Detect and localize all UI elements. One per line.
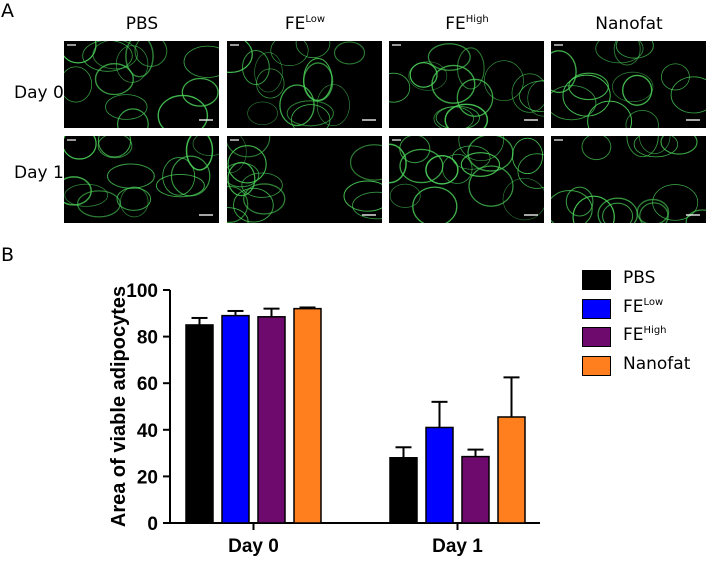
- micrograph-nanofat-day-1: [551, 136, 706, 223]
- micrograph-pbs-day-0: [64, 41, 219, 128]
- bar-fe-low-day-1: [425, 426, 454, 524]
- legend-swatch-fe-high: [582, 327, 611, 347]
- y-tick-label-0: 0: [147, 514, 158, 535]
- panel-a-letter: A: [1, 0, 14, 22]
- legend-label-pbs: PBS: [623, 268, 656, 288]
- micrograph-fe-low-day-0: [227, 41, 382, 128]
- column-label-nanofat: Nanofat: [595, 14, 663, 34]
- column-label-fe-high: FEHigh: [445, 14, 489, 34]
- micrograph-nanofat-day-0: [551, 41, 706, 128]
- micrograph-fe-high-day-1: [389, 136, 544, 223]
- y-tick-label-100: 100: [126, 281, 158, 302]
- x-tick-label-day-1: Day 1: [432, 536, 483, 557]
- legend-label-fe-high: FEHigh: [623, 325, 667, 345]
- y-tick-label-80: 80: [137, 328, 158, 349]
- bar-fe-low-day-0: [221, 314, 250, 524]
- legend-label-fe-low: FELow: [623, 296, 664, 317]
- legend-swatch-pbs: [582, 270, 611, 290]
- y-tick-label-40: 40: [137, 421, 158, 442]
- column-label-fe-low: FELow: [284, 14, 326, 34]
- bar-nanofat-day-0: [293, 307, 322, 524]
- bar-pbs-day-0: [185, 324, 214, 524]
- bar-fe-high-day-1: [461, 455, 490, 524]
- bar-nanofat-day-1: [497, 416, 526, 524]
- column-label-pbs: PBS: [125, 14, 159, 34]
- legend-swatch-nanofat: [582, 355, 611, 376]
- panel-b-letter: B: [1, 244, 15, 266]
- micrograph-fe-high-day-0: [389, 41, 544, 128]
- legend-label-nanofat: Nanofat: [623, 353, 691, 374]
- bar-fe-high-day-0: [257, 316, 286, 524]
- x-tick-label-day-0: Day 0: [228, 536, 279, 557]
- y-axis-label: Area of viable adipocytes: [108, 286, 130, 527]
- row-label-day-1: Day 1: [14, 163, 64, 183]
- micrograph-fe-low-day-1: [227, 136, 382, 223]
- bar-pbs-day-1: [389, 457, 418, 524]
- y-tick-label-60: 60: [137, 374, 158, 395]
- legend-swatch-fe-low: [582, 298, 611, 319]
- row-label-day-0: Day 0: [14, 83, 64, 103]
- micrograph-pbs-day-1: [64, 136, 219, 223]
- y-tick-label-20: 20: [137, 467, 158, 488]
